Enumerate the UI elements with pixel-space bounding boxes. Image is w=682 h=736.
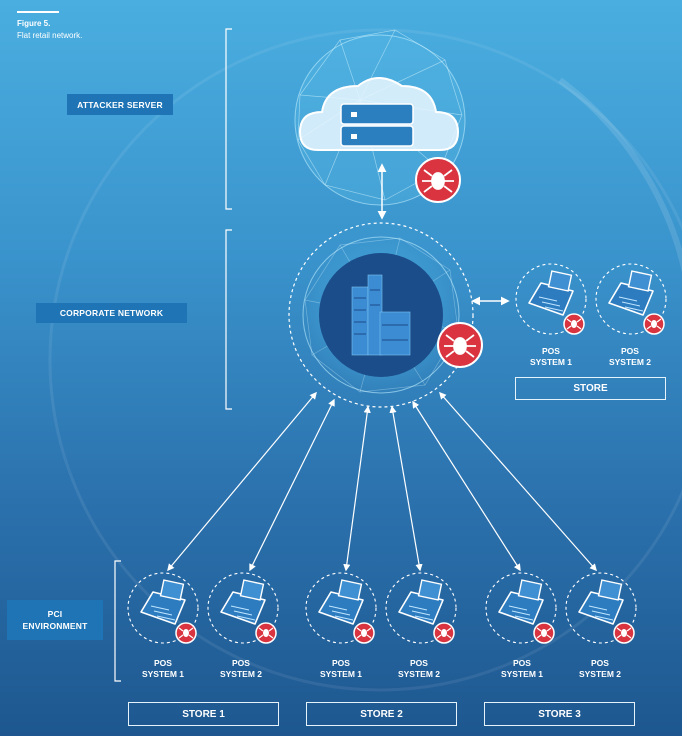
pos-label: POS SYSTEM 1: [141, 658, 185, 679]
pos-terminal-icon: [305, 572, 377, 644]
pos-terminal-icon: [127, 572, 199, 644]
malware-spider-icon: [533, 622, 555, 644]
store-2-box: STORE 2: [306, 702, 457, 726]
malware-spider-icon: [255, 622, 277, 644]
store-1-box: STORE 1: [128, 702, 279, 726]
corporate-network-label: CORPORATE NETWORK: [36, 303, 187, 323]
pos-label: POS SYSTEM 1: [319, 658, 363, 679]
malware-spider-icon: [437, 322, 483, 368]
pos-terminal-icon: [515, 263, 587, 335]
pos-label: POS SYSTEM 1: [500, 658, 544, 679]
bracket-attacker: [225, 28, 232, 210]
malware-spider-icon: [433, 622, 455, 644]
pos-label: POS SYSTEM 2: [578, 658, 622, 679]
bracket-corporate: [225, 229, 232, 410]
attacker-server-label: ATTACKER SERVER: [67, 94, 173, 115]
malware-spider-icon: [563, 313, 585, 335]
store-3-box: STORE 3: [484, 702, 635, 726]
malware-spider-icon: [353, 622, 375, 644]
pos-label: POS SYSTEM 2: [219, 658, 263, 679]
pos-terminal-icon: [595, 263, 667, 335]
pci-environment-label: PCI ENVIRONMENT: [7, 600, 103, 640]
pos-terminal-icon: [565, 572, 637, 644]
corporate-store-box: STORE: [515, 377, 666, 400]
pos-label: POS SYSTEM 1: [529, 346, 573, 367]
malware-spider-icon: [613, 622, 635, 644]
figure-caption: Flat retail network.: [17, 31, 83, 40]
malware-spider-icon: [643, 313, 665, 335]
bracket-pci: [114, 560, 121, 682]
malware-spider-icon: [175, 622, 197, 644]
pos-label: POS SYSTEM 2: [608, 346, 652, 367]
figure-rule: [17, 11, 59, 13]
pos-terminal-icon: [485, 572, 557, 644]
pos-label: POS SYSTEM 2: [397, 658, 441, 679]
pos-terminal-icon: [207, 572, 279, 644]
malware-spider-icon: [415, 157, 461, 203]
pos-terminal-icon: [385, 572, 457, 644]
office-building-icon: [288, 222, 474, 408]
figure-number: Figure 5.: [17, 19, 51, 28]
cloud-server-icon: [294, 29, 466, 206]
